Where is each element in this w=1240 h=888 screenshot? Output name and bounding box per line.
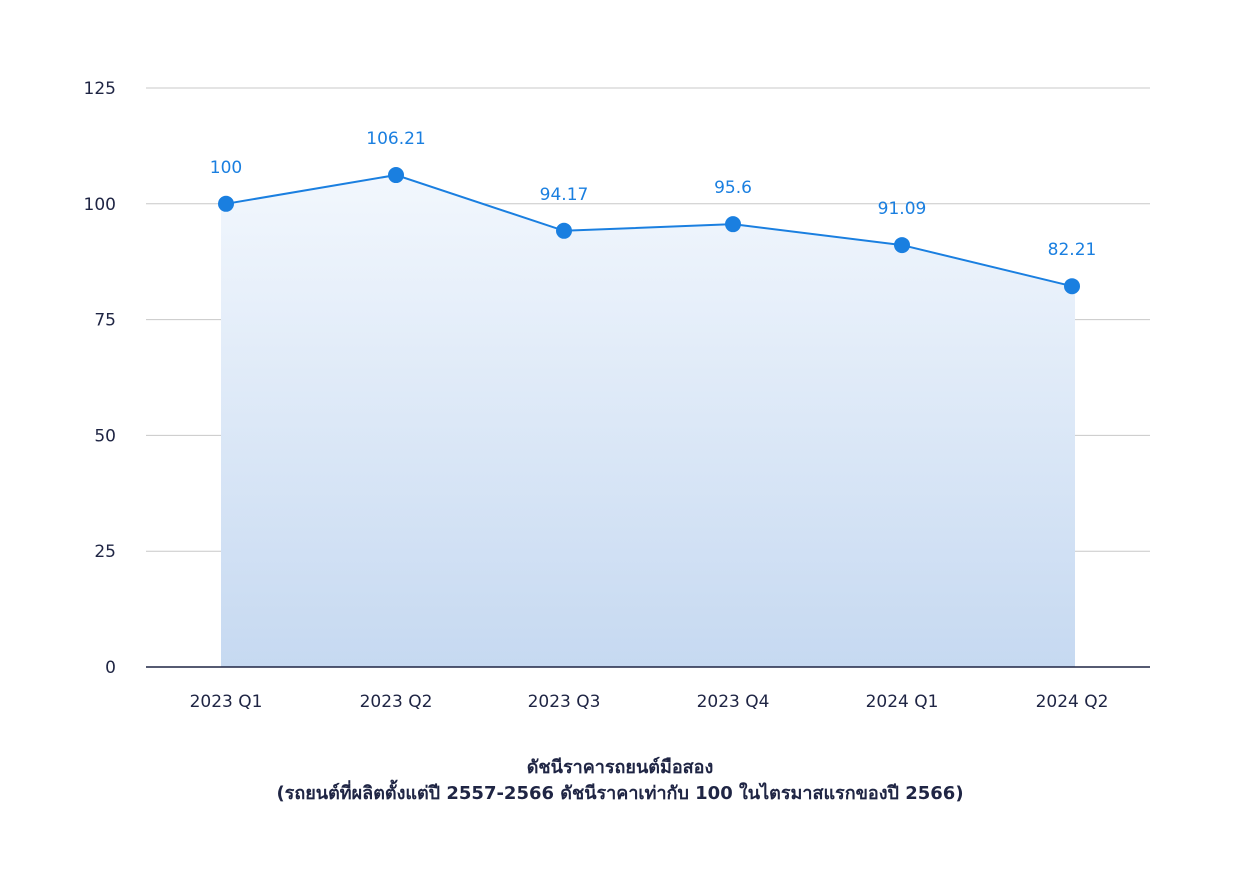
data-point — [894, 237, 910, 254]
data-point — [725, 216, 741, 233]
y-tick-label: 125 — [84, 79, 116, 99]
series-line-layer — [225, 174, 1073, 288]
data-point — [556, 222, 572, 239]
x-tick-label: 2024 Q2 — [1036, 692, 1109, 712]
y-tick-label: 100 — [84, 195, 116, 215]
area-fill-layer — [221, 175, 1075, 667]
y-axis-ticks: 0 25 50 75 100 125 — [84, 79, 116, 678]
series-line — [225, 174, 1073, 288]
data-label: 94.17 — [540, 185, 589, 205]
data-point — [388, 167, 404, 184]
data-label: 82.21 — [1048, 240, 1097, 260]
data-label: 100 — [210, 158, 242, 178]
data-point — [1064, 278, 1080, 295]
x-tick-label: 2023 Q3 — [528, 692, 601, 712]
data-point — [218, 195, 234, 212]
y-tick-label: 25 — [94, 542, 116, 562]
y-tick-label: 0 — [105, 658, 116, 678]
chart-caption-line1: ดัชนีราคารถยนต์มือสอง — [526, 757, 714, 778]
data-label: 95.6 — [714, 178, 752, 198]
area-fill — [221, 175, 1075, 667]
data-label: 106.21 — [366, 129, 425, 149]
y-tick-label: 75 — [94, 311, 116, 331]
x-tick-label: 2023 Q1 — [190, 692, 263, 712]
chart-caption-line2: (รถยนต์ที่ผลิตตั้งแต่ปี 2557-2566 ดัชนีร… — [276, 783, 964, 804]
x-tick-label: 2024 Q1 — [866, 692, 939, 712]
y-tick-label: 50 — [94, 426, 116, 446]
data-labels: 100 106.21 94.17 95.6 91.09 82.21 — [210, 129, 1097, 260]
data-points — [218, 167, 1080, 295]
x-tick-label: 2023 Q2 — [360, 692, 433, 712]
x-axis-ticks: 2023 Q1 2023 Q2 2023 Q3 2023 Q4 2024 Q1 2024 … — [190, 692, 1109, 712]
x-tick-label: 2023 Q4 — [697, 692, 770, 712]
data-label: 91.09 — [878, 199, 927, 219]
